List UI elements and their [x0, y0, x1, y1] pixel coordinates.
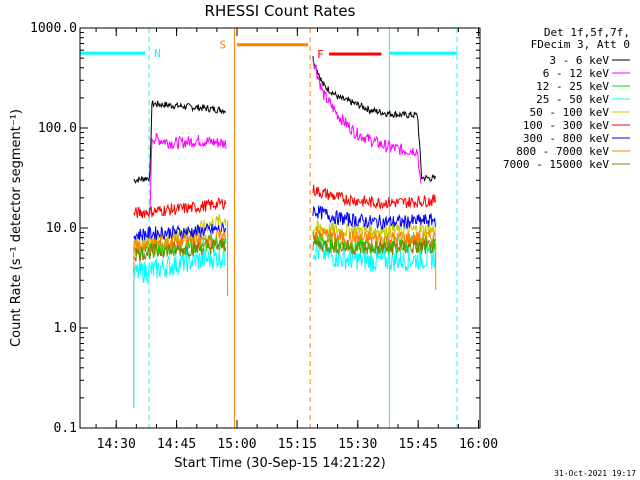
series-line-5: [312, 184, 436, 210]
legend-entry-label: 800 - 7000 keV: [516, 145, 609, 158]
series-line-1: [149, 132, 227, 215]
saa-label: S: [219, 39, 226, 52]
y-axis-label: Count Rate (s⁻¹ detector segment⁻¹): [9, 109, 24, 347]
y-axis: 0.1 1.0 10.0 100.0 1000.0: [30, 21, 480, 436]
series-line-0: [133, 100, 226, 184]
y-tick-label: 0.1: [54, 421, 77, 436]
legend-entry-label: 25 - 50 keV: [536, 93, 609, 106]
legend-entry-label: 50 - 100 keV: [530, 106, 610, 119]
x-axis-label: Start Time (30-Sep-15 14:21:22): [174, 456, 385, 471]
series-line-8: [133, 238, 227, 262]
y-tick-label: 1000.0: [30, 21, 77, 36]
plot-area: NSF: [79, 28, 458, 428]
legend-entry-label: 300 - 800 keV: [523, 132, 609, 145]
series-line-7: [133, 229, 227, 254]
series-line-6: [133, 222, 227, 242]
flare-label: F: [317, 48, 324, 61]
legend-header: FDecim 3, Att 0: [531, 38, 630, 51]
legend-entry-label: 12 - 25 keV: [536, 80, 609, 93]
legend-entry-label: 3 - 6 keV: [549, 54, 609, 67]
legend-entry-label: 100 - 300 keV: [523, 119, 609, 132]
night-label: N: [154, 47, 161, 60]
y-tick-label: 100.0: [38, 121, 77, 136]
legend-entry-label: 7000 - 15000 keV: [503, 158, 609, 171]
series-line-0: [312, 56, 436, 182]
chart-title: RHESSI Count Rates: [205, 2, 356, 20]
series-line-3: [312, 242, 436, 272]
x-tick-label: 15:00: [217, 437, 256, 452]
legend-header: Det 1f,5f,7f,: [544, 26, 630, 39]
series-line-7: [312, 226, 436, 248]
x-axis: 14:30 14:45 15:00 15:15 15:30 15:45 16:00: [95, 28, 498, 452]
legend-entry-label: 6 - 12 keV: [543, 67, 610, 80]
series-line-6: [312, 205, 436, 230]
x-tick-label: 15:45: [399, 437, 438, 452]
series-line-1: [312, 59, 422, 184]
x-tick-label: 15:30: [338, 437, 377, 452]
series-line-5: [133, 197, 227, 219]
y-tick-label: 1.0: [54, 321, 77, 336]
y-tick-label: 10.0: [46, 221, 77, 236]
x-tick-label: 15:15: [278, 437, 317, 452]
x-tick-label: 16:00: [459, 437, 498, 452]
timestamp: 31-Oct-2021 19:17: [554, 469, 636, 478]
series-line-8: [312, 235, 436, 256]
x-tick-label: 14:45: [157, 437, 196, 452]
x-tick-label: 14:30: [97, 437, 136, 452]
series-line-4: [312, 219, 436, 239]
